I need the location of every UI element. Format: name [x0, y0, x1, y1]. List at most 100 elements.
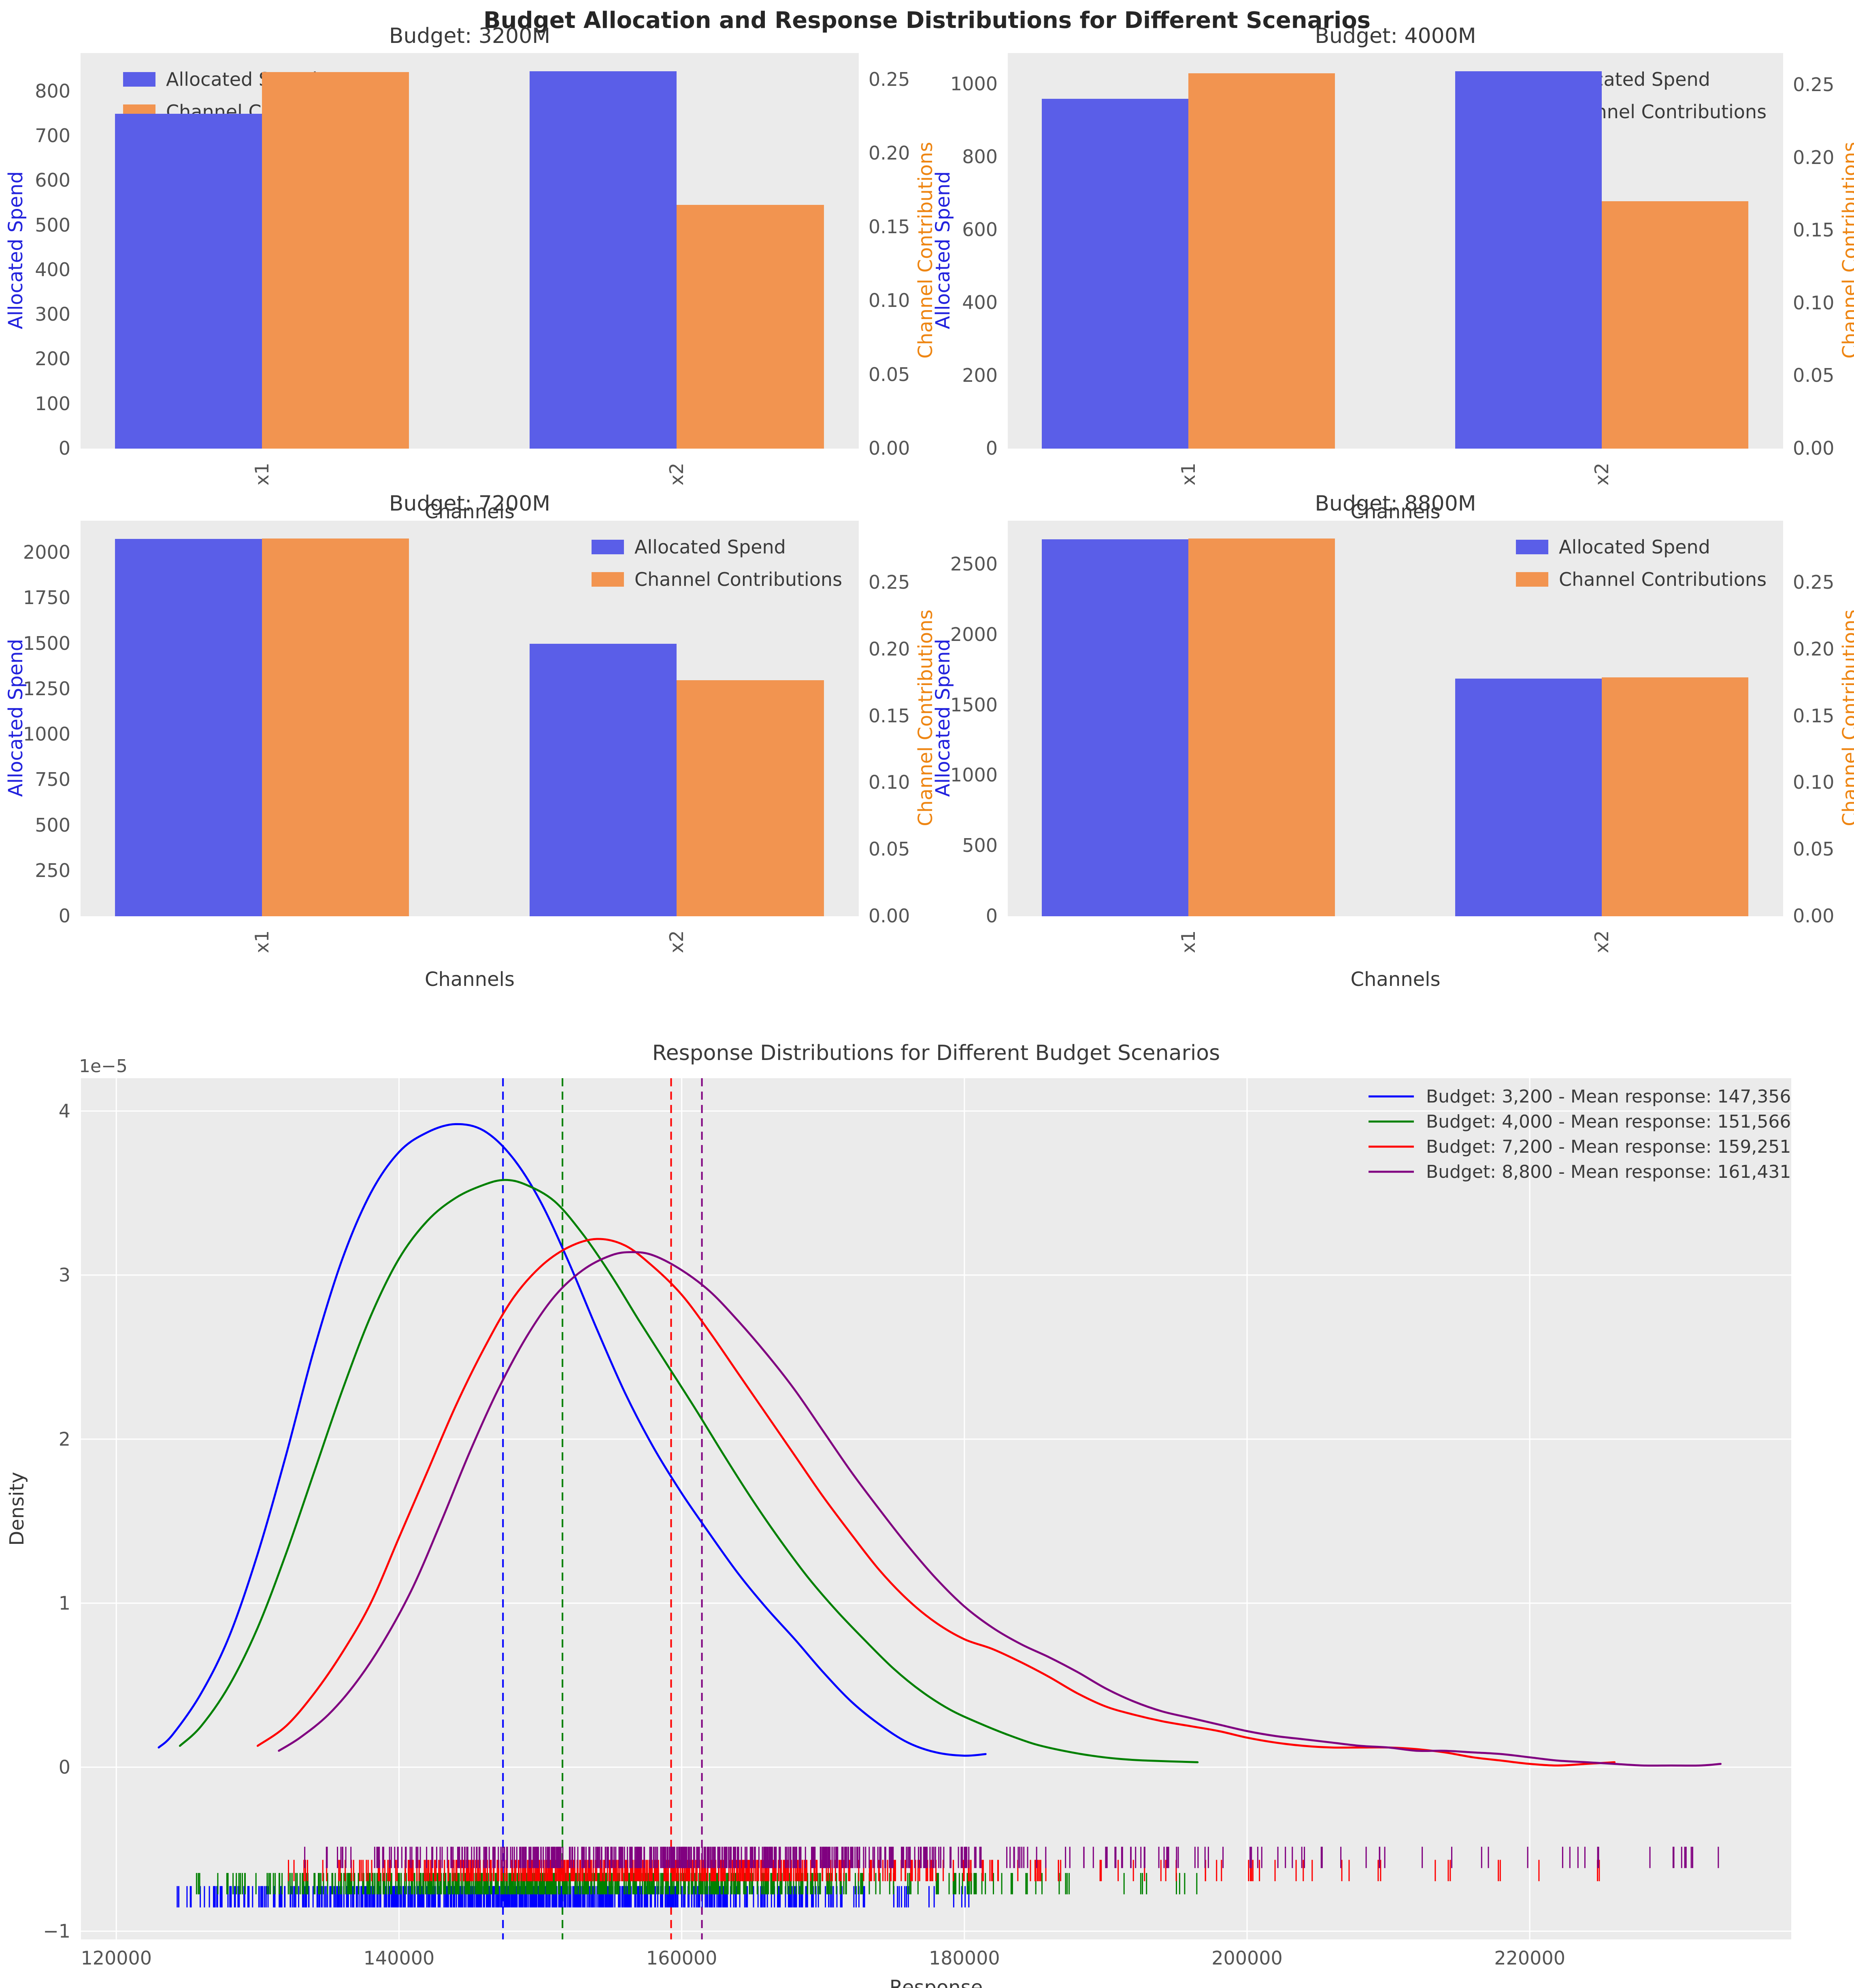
x-tick-label: x2 — [666, 930, 688, 954]
kde-curve — [278, 1251, 1722, 1767]
y-axis-label: Density — [6, 1472, 28, 1545]
kde-curve — [179, 1179, 1199, 1763]
left-tick-label: 600 — [35, 169, 70, 192]
right-tick-label: 0.00 — [868, 905, 910, 927]
left-y-axis-label: Allocated Spend — [932, 639, 954, 797]
spend-legend-swatch — [592, 540, 624, 554]
legend-item: Channel Contributions — [592, 568, 842, 590]
left-tick-label: 0 — [986, 905, 998, 927]
right-tick-label: 0.25 — [868, 68, 910, 90]
x-tick-label: x1 — [1177, 930, 1200, 954]
right-tick-label: 0.00 — [868, 437, 910, 459]
left-tick-label: 500 — [962, 834, 998, 857]
x-tick-label: 140000 — [364, 1947, 435, 1969]
left-tick-label: 2000 — [23, 541, 70, 564]
y-tick-label: 3 — [59, 1264, 70, 1286]
kde-title: Response Distributions for Different Bud… — [652, 1041, 1220, 1065]
bar-spend-x2 — [1455, 678, 1602, 916]
left-tick-label: 100 — [35, 392, 70, 415]
kde-svg: Response Distributions for Different Bud… — [6, 1041, 1791, 1988]
subplot-title: Budget: 4000M — [1315, 24, 1476, 48]
left-tick-label: 1000 — [23, 723, 70, 745]
right-tick-label: 0.25 — [1793, 74, 1835, 96]
right-tick-label: 0.10 — [1793, 771, 1835, 794]
right-tick-label: 0.20 — [868, 638, 910, 660]
left-tick-label: 1000 — [950, 72, 998, 95]
right-tick-label: 0.05 — [1793, 364, 1835, 387]
kde-legend-label: Budget: 8,800 - Mean response: 161,431 — [1426, 1162, 1791, 1182]
x-tick-label: 160000 — [646, 1947, 717, 1969]
bar-contrib-x1 — [1188, 539, 1335, 916]
y-tick-label: 0 — [59, 1756, 70, 1778]
subplot-title: Budget: 8800M — [1315, 492, 1476, 516]
contrib-legend-swatch — [1516, 572, 1548, 587]
y-offset-label: 1e−5 — [79, 1056, 128, 1077]
legend-item-label: Allocated Spend — [1559, 536, 1710, 558]
spend-legend-swatch — [123, 72, 155, 87]
right-tick-label: 0.05 — [868, 838, 910, 860]
left-tick-label: 400 — [962, 291, 998, 313]
legend-item-label: Allocated Spend — [634, 536, 786, 558]
bar-spend-x1 — [115, 113, 262, 449]
left-tick-label: 500 — [35, 214, 70, 236]
left-tick-label: 0 — [58, 437, 70, 459]
figure-suptitle: Budget Allocation and Response Distribut… — [483, 7, 1371, 34]
left-tick-label: 250 — [35, 859, 70, 881]
bar-contrib-x1 — [262, 539, 409, 916]
left-tick-label: 800 — [962, 145, 998, 168]
bar-contrib-x2 — [677, 680, 824, 916]
bar-spend-x1 — [1042, 539, 1189, 916]
left-tick-label: 1500 — [23, 632, 70, 654]
x-axis-label: Channels — [424, 968, 515, 991]
right-tick-label: 0.20 — [1793, 146, 1835, 168]
bar-contrib-x2 — [677, 205, 824, 449]
right-tick-label: 0.25 — [868, 571, 910, 594]
legend-item-label: Channel Contributions — [634, 568, 843, 590]
bar-spend-x2 — [529, 643, 677, 916]
left-tick-label: 1500 — [950, 694, 998, 716]
x-tick-label: 200000 — [1211, 1947, 1283, 1969]
x-tick-label: x1 — [251, 462, 273, 486]
bar-contrib-x2 — [1601, 677, 1748, 916]
bar-contrib-x1 — [262, 72, 409, 449]
x-tick-label: x2 — [666, 462, 688, 486]
right-tick-label: 0.00 — [1793, 437, 1835, 459]
y-tick-label: 4 — [59, 1100, 70, 1122]
y-tick-label: 1 — [59, 1592, 70, 1614]
bar-subplots-grid: Budget: 3200M Allocated Spend Channel Cont… — [4, 24, 1854, 991]
right-tick-label: 0.15 — [1793, 219, 1835, 241]
x-axis-label: Response — [890, 1976, 983, 1988]
left-y-axis-label: Allocated Spend — [4, 171, 27, 329]
bar-spend-x1 — [1042, 98, 1189, 449]
contrib-legend-swatch — [592, 572, 624, 587]
x-tick-label: 220000 — [1494, 1947, 1565, 1969]
legend-item: Channel Contributions — [1516, 568, 1767, 590]
right-tick-label: 0.05 — [1793, 838, 1835, 860]
kde-legend-label: Budget: 3,200 - Mean response: 147,356 — [1426, 1086, 1791, 1107]
left-tick-label: 400 — [35, 258, 70, 281]
bar-contrib-x1 — [1188, 73, 1335, 449]
x-tick-label: 180000 — [929, 1947, 1000, 1969]
x-tick-label: x2 — [1590, 930, 1613, 954]
legend-item: Allocated Spend — [592, 536, 842, 558]
right-tick-label: 0.00 — [1793, 905, 1835, 927]
kde-legend-label: Budget: 4,000 - Mean response: 151,566 — [1426, 1111, 1791, 1132]
right-tick-label: 0.15 — [1793, 705, 1835, 727]
left-tick-label: 600 — [962, 218, 998, 241]
left-tick-label: 750 — [35, 768, 70, 791]
left-y-axis-label: Allocated Spend — [932, 171, 954, 329]
kde-curve — [256, 1238, 1616, 1767]
left-tick-label: 300 — [35, 303, 70, 326]
kde-curve — [158, 1123, 987, 1757]
x-tick-label: 120000 — [81, 1947, 152, 1969]
right-tick-label: 0.15 — [868, 216, 910, 238]
x-axis-label: Channels — [1350, 500, 1441, 523]
legend-item: Allocated Spend — [1516, 536, 1767, 558]
bar-spend-x1 — [115, 539, 262, 916]
kde-legend-label: Budget: 7,200 - Mean response: 159,251 — [1426, 1137, 1791, 1157]
kde-chart-area: Response Distributions for Different Bud… — [0, 1028, 1854, 1988]
right-tick-label: 0.10 — [1793, 292, 1835, 314]
